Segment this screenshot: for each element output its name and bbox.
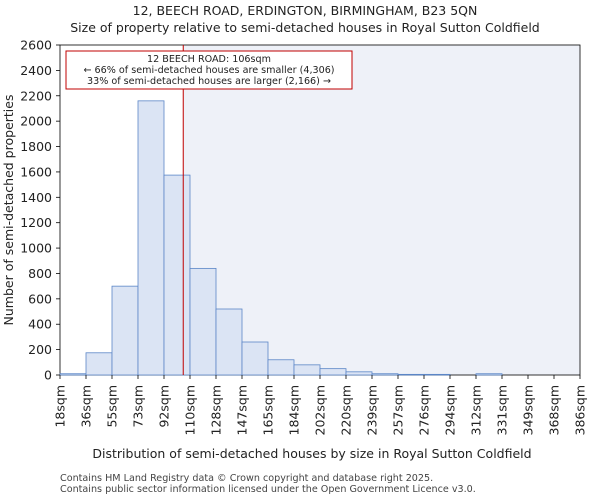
- bar-312sqm: [475, 373, 503, 376]
- y-tick-label: 400: [28, 317, 52, 332]
- x-tick-label: 55sqm: [105, 385, 120, 428]
- x-tick-label: 294sqm: [443, 385, 458, 435]
- x-tick-label: 18sqm: [53, 385, 68, 428]
- bars-group: [59, 100, 503, 376]
- x-tick-label: 239sqm: [365, 385, 380, 435]
- x-tick-label: 220sqm: [339, 385, 354, 435]
- y-tick-label: 600: [28, 291, 52, 306]
- bar-184sqm: [293, 364, 321, 376]
- bar-257sqm: [397, 373, 425, 376]
- x-tick-label: 202sqm: [313, 385, 328, 435]
- y-tick-label: 1200: [20, 215, 52, 230]
- y-tick-label: 0: [44, 368, 52, 383]
- bar-18sqm: [59, 373, 87, 376]
- x-tick-label: 184sqm: [287, 385, 302, 435]
- x-tick-label: 276sqm: [417, 385, 432, 435]
- bar-147sqm: [241, 341, 269, 376]
- y-tick-label: 200: [28, 342, 52, 357]
- y-tick-label: 1600: [20, 164, 52, 179]
- right-of-marker-shading: [183, 45, 580, 375]
- y-tick-label: 1400: [20, 190, 52, 205]
- bar-276sqm: [423, 373, 451, 376]
- bar-36sqm: [85, 352, 113, 376]
- x-tick-label: 257sqm: [391, 385, 406, 435]
- bar-73sqm: [137, 100, 165, 376]
- bar-92sqm: [163, 174, 191, 376]
- y-tick-label: 2400: [20, 63, 52, 78]
- x-tick-label: 128sqm: [209, 385, 224, 435]
- bar-128sqm: [215, 308, 243, 376]
- x-tick-label: 368sqm: [547, 385, 562, 435]
- bar-55sqm: [111, 285, 139, 376]
- x-tick-label: 110sqm: [183, 385, 198, 435]
- x-axis-ticks: 18sqm 36sqm 55sqm 73sqm 92sqm 110sqm 128sqm 147…: [53, 375, 588, 435]
- x-tick-label: 147sqm: [235, 385, 250, 435]
- y-tick-label: 800: [28, 266, 52, 281]
- x-tick-label: 92sqm: [157, 385, 172, 428]
- annotation-line-3: 33% of semi-detached houses are larger (…: [87, 76, 331, 87]
- annotation-line-2: ← 66% of semi-detached houses are smalle…: [83, 65, 334, 76]
- annotation-box: 12 BEECH ROAD: 106sqm ← 66% of semi-deta…: [65, 50, 353, 90]
- chart-title: 12, BEECH ROAD, ERDINGTON, BIRMINGHAM, B…: [133, 3, 478, 18]
- y-axis-ticks: 0 200 400 600 800 1000 1200 1400 1600 1800 2000 220…: [20, 38, 60, 383]
- x-tick-label: 331sqm: [495, 385, 510, 435]
- y-axis-label: Number of semi-detached properties: [1, 95, 16, 326]
- y-tick-label: 1800: [20, 139, 52, 154]
- y-tick-label: 2200: [20, 88, 52, 103]
- bar-220sqm: [345, 371, 373, 376]
- bar-110sqm: [189, 267, 217, 376]
- x-tick-label: 386sqm: [573, 385, 588, 435]
- footer-copyright: Contains HM Land Registry data © Crown c…: [60, 473, 434, 484]
- x-tick-label: 73sqm: [131, 385, 146, 428]
- y-tick-label: 2000: [20, 114, 52, 129]
- y-tick-label: 2600: [20, 38, 52, 53]
- x-tick-label: 36sqm: [79, 385, 94, 428]
- chart-subtitle: Size of property relative to semi-detach…: [70, 20, 540, 35]
- bar-239sqm: [371, 373, 399, 376]
- x-tick-label: 165sqm: [261, 385, 276, 435]
- x-tick-label: 349sqm: [521, 385, 536, 435]
- bar-165sqm: [267, 359, 295, 376]
- x-tick-label: 312sqm: [469, 385, 484, 435]
- bar-202sqm: [319, 368, 347, 376]
- y-tick-label: 1000: [20, 241, 52, 256]
- footer-licence: Contains public sector information licen…: [60, 484, 476, 495]
- x-axis-label: Distribution of semi-detached houses by …: [92, 446, 531, 461]
- annotation-line-1: 12 BEECH ROAD: 106sqm: [147, 54, 271, 65]
